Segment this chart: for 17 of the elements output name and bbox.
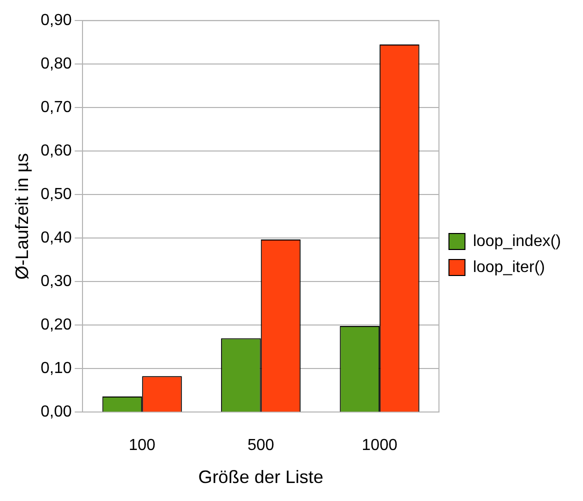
y-tick-label: 0,10 [40, 360, 72, 378]
y-tick-label: 0,20 [40, 316, 72, 334]
legend-label: loop_index() [472, 232, 562, 250]
x-axis-title: Größe der Liste [198, 467, 324, 488]
y-tick-label: 0,90 [40, 12, 72, 30]
y-tick-label: 0,50 [40, 186, 72, 204]
y-axis-title: Ø-Laufzeit in µs [12, 153, 32, 280]
x-tick-label: 1000 [362, 437, 398, 454]
y-tick-label: 0,80 [40, 56, 72, 73]
y-tick-label: 0,70 [40, 99, 72, 116]
y-tick-label: 0,00 [40, 404, 72, 421]
y-tick-label: 0,30 [40, 273, 72, 290]
x-tick-label: 100 [128, 437, 156, 454]
y-tick-label: 0,60 [40, 142, 72, 160]
x-tick-label: 500 [247, 437, 274, 454]
y-tick-label: 0,40 [40, 230, 72, 247]
legend-label: loop_iter() [472, 258, 545, 276]
